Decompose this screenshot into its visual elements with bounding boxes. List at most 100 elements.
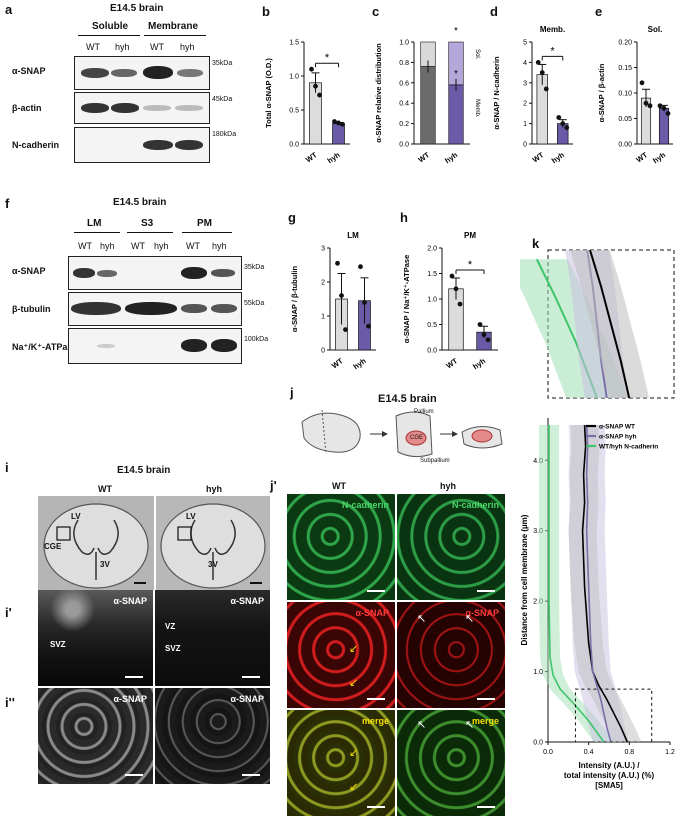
blot-band [81,103,109,113]
blot-band [177,69,203,77]
scale-bar [125,774,143,776]
y-axis-label: α-SNAP / β-tubulin [290,266,299,333]
y-axis-label: Distance from cell membrane (µm) [520,514,529,645]
series-label: Sol. [474,49,480,60]
panel-e-label: e [595,4,603,19]
x-tick-label: 0.4 [584,749,594,756]
label-vz: VZ [165,622,176,631]
arrow-marker: ↖ [417,719,427,731]
y-tick-label: 0.00 [618,142,632,149]
panel-c-label: c [372,4,380,19]
stain-label: α-SNAP [230,694,264,704]
blot-f-lane: WT [186,241,200,251]
blot-band [211,304,237,313]
blot-f-kda: 100kDa [244,336,269,343]
y-tick-label: 0.4 [399,101,409,108]
blot-a-kda: 180kDa [212,131,237,138]
y-tick-label: 2 [523,101,527,108]
y-tick-label: 0 [321,348,325,355]
y-tick-label: 4 [523,60,527,67]
blot-f-title: E14.5 brain [113,197,167,208]
chart-e: Sol. 0.00 0.05 0.10 0.15 0.20 α-SNAP / β-actin… [597,25,673,165]
blot-a-row-label: β-actin [12,103,42,113]
arrow-marker: ↙ [349,643,359,655]
bar [536,74,548,145]
blot-f-kda: 35kDa [244,264,265,271]
arrow-marker: ↙ [349,781,359,793]
label-lv-hyh: LV [186,512,196,521]
blot-a-lane: WT [150,42,164,52]
chart-title: Memb. [540,25,565,34]
panel-h-label: h [400,210,408,225]
y-tick-label: 2 [321,280,325,287]
y-tick-label: 0.0 [533,740,543,747]
blot-f-row-2 [68,292,242,326]
panel-i-label: i [5,460,9,475]
y-tick-label: 0.05 [618,116,632,123]
data-point [343,327,348,332]
scale-bar [242,774,260,776]
significance-star: * [325,52,330,64]
blot-a-title: E14.5 brain [110,3,164,14]
micrograph-j1-merge-hyh: merge ↖ ↖ [397,710,505,816]
series-label: Memb. [474,99,480,118]
scale-bar [477,806,495,808]
bar-memb [448,84,464,145]
y-tick-label: 0.15 [618,65,632,72]
blot-f-group: LM [87,218,102,229]
legend-label: WT/hyh N-cadherin [599,444,658,451]
micrograph-j1-ncad-wt: N-cadherin [287,494,395,600]
panel-i-title: E14.5 brain [117,465,171,476]
x-tick-label: hyh [443,150,459,165]
y-tick-label: 2.0 [533,599,543,606]
inset-band [570,250,649,398]
blot-f-row-1 [68,256,242,290]
micrograph-j1-asnap-hyh: α-SNAP ↖ ↖ [397,602,505,708]
y-tick-label: 0.2 [399,121,409,128]
chart-title: LM [347,231,359,240]
chart-title: Sol. [648,25,663,34]
blot-band [143,140,173,150]
label-pallium: Pallium [414,409,434,415]
zoom-box [574,688,653,743]
blot-a-row-label: α-SNAP [12,66,46,76]
micrograph-i1-wt: α-SNAP SVZ [38,590,153,686]
error-band [539,425,614,742]
bar-memb [420,66,436,145]
stain-label: merge [361,716,389,726]
scale-bar [477,698,495,700]
data-point [340,121,345,127]
data-point [657,103,663,109]
blot-a-group-membrane: Membrane [148,21,199,32]
y-axis-label: Total α-SNAP (O.D.) [264,58,273,128]
data-point [543,86,549,92]
significance-star: * [454,26,458,37]
significance-star: * [468,259,473,271]
data-point [665,111,671,116]
blot-band [111,69,137,77]
blot-f-group-underline [127,232,173,233]
significance-star: * [550,45,555,57]
label-cge-schematic: CGE [410,435,424,441]
data-point [449,273,455,279]
y-tick-label: 1.0 [427,297,437,304]
scale-bar [477,590,495,592]
micrograph-i2-hyh: α-SNAP [155,688,270,784]
scale-bar [125,676,143,678]
x-axis-label: [SMA5] [595,781,623,790]
chart-g: LM 0 1 2 3 α-SNAP / β-tubulin WT hyh [290,231,376,371]
scale-bar [242,676,260,678]
chart-b: 0.0 0.5 1.0 1.5 Total α-SNAP (O.D.) WT hyh * [264,40,350,165]
blot-a-group-underline [78,35,140,36]
blot-f-lane: WT [78,241,92,251]
y-axis-label: α-SNAP / N-cadherin [492,56,501,130]
blot-a-lane: hyh [180,42,195,52]
inset-line [589,249,631,399]
y-tick-label: 0.5 [289,108,299,115]
data-point [336,120,341,126]
stain-label: α-SNAP [465,608,499,618]
data-point [564,125,570,131]
y-tick-label: 1 [321,314,325,321]
chart-h: PM 0.0 0.5 1.0 1.5 2.0 α-SNAP / Na⁺/K⁺-ATPase W… [402,231,498,371]
x-tick-label: WT [416,150,431,164]
